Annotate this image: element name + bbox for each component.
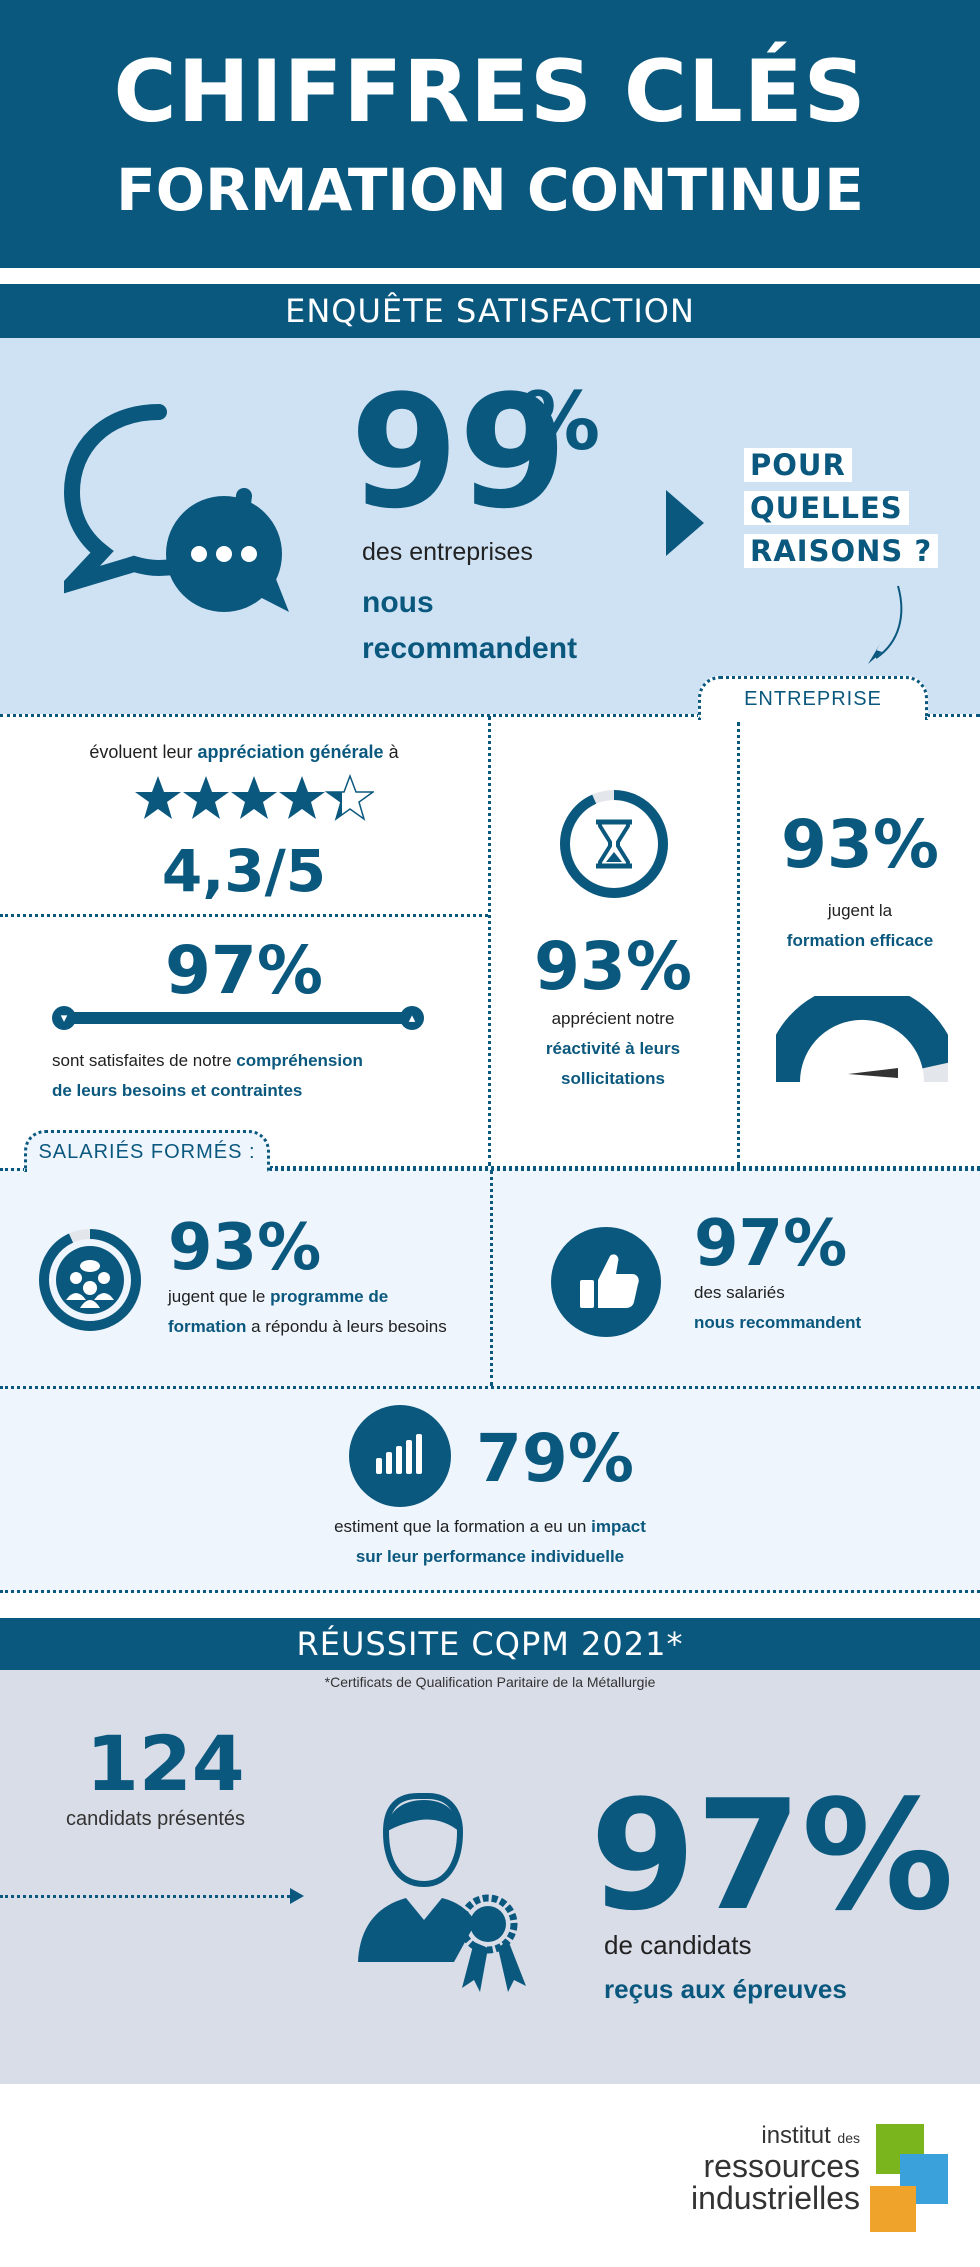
divider [0,1590,980,1593]
gauge-needle-icon [848,1068,898,1078]
why-word-1: POUR [744,448,852,482]
star-icon [183,776,229,819]
recommend-caption: des salariés nous recommandent [694,1283,862,1332]
divider [0,914,488,917]
divider [0,1386,980,1389]
cqpm-footnote: *Certificats de Qualification Paritaire … [324,1674,656,1690]
candidates-value: 124 [86,1719,245,1808]
understanding-progress-bar: ▾ ▴ [52,1006,424,1030]
star-icon [231,776,277,819]
thumbs-up-icon [551,1227,661,1337]
arrow-right-icon [666,490,704,556]
chat-bubbles-icon [64,404,289,612]
divider [737,722,740,1166]
program-caption: jugent que le programme de formation a r… [168,1287,447,1336]
divider [0,714,700,717]
success-value: 97% [590,1767,954,1944]
employees-tab: SALARIÉS FORMÉS : [24,1130,270,1172]
why-word-2: QUELLES [744,491,909,525]
divider [490,1170,493,1386]
divider [270,1166,980,1169]
arrow-head-icon [290,1888,304,1904]
impact-caption: estiment que la formation a eu un impact… [334,1517,646,1566]
dotted-arrow-line [0,1895,296,1898]
divider [0,1168,980,1171]
curved-arrow-icon [868,585,903,664]
divider [488,716,491,1166]
logo-text: institut des ressources industrielles [691,2122,860,2216]
recommend-value: 97% [694,1207,848,1281]
program-value: 93% [168,1211,322,1285]
cqpm-band: RÉUSSITE CQPM 2021* [0,1618,980,1670]
bar-signal-icon [349,1405,451,1507]
star-partial-icon [327,792,342,819]
star-icon [279,776,325,819]
thumbs-up-small-icon: ▴ [400,1006,424,1030]
logo-orange-square [870,2186,916,2232]
header-banner [0,0,980,268]
why-word-3: RAISONS ? [744,534,939,568]
survey-band: ENQUÊTE SATISFACTION [0,284,980,338]
understanding-value: 97% [165,932,323,1009]
group-discussion-icon [39,1229,141,1331]
page-subtitle: FORMATION CONTINUE [116,156,864,224]
thumbs-down-icon: ▾ [52,1006,76,1030]
impact-value: 79% [476,1420,634,1497]
rating-value: 4,3/5 [161,837,327,905]
star-icon [135,776,181,819]
gauge-meter [776,996,948,1083]
efficiency-caption: jugent la formation efficace [786,901,934,950]
enterprise-tab: ENTREPRISE [698,676,928,720]
survey-main-line1: des entreprises [362,538,533,566]
survey-main-unit: % [520,375,601,468]
understanding-caption: sont satisfaites de notre compréhension … [52,1051,363,1100]
success-line1: de candidats [604,1930,752,1960]
hourglass-timer-icon [560,790,668,898]
survey-panel [0,338,980,714]
divider [926,714,980,717]
page-title: CHIFFRES CLÉS [113,42,867,142]
star-rating [135,774,374,821]
star-outline-icon [324,774,374,821]
progress-fill [64,1012,402,1024]
cqpm-panel [0,1670,980,2084]
candidates-label: candidats présentés [66,1808,246,1830]
reactivity-caption: apprécient notre réactivité à leurs soll… [545,1009,681,1088]
survey-main-emphasis: nous recommandent [362,586,578,665]
survey-main-value: 99 [350,361,568,543]
efficiency-value: 93% [781,806,939,883]
reactivity-value: 93% [534,928,692,1005]
certified-person-icon [358,1793,526,1992]
rating-caption: évoluent leur appréciation générale à [89,742,399,762]
why-callout: POUR QUELLES RAISONS ? [744,448,939,577]
success-line2: reçus aux épreuves [604,1974,847,2004]
